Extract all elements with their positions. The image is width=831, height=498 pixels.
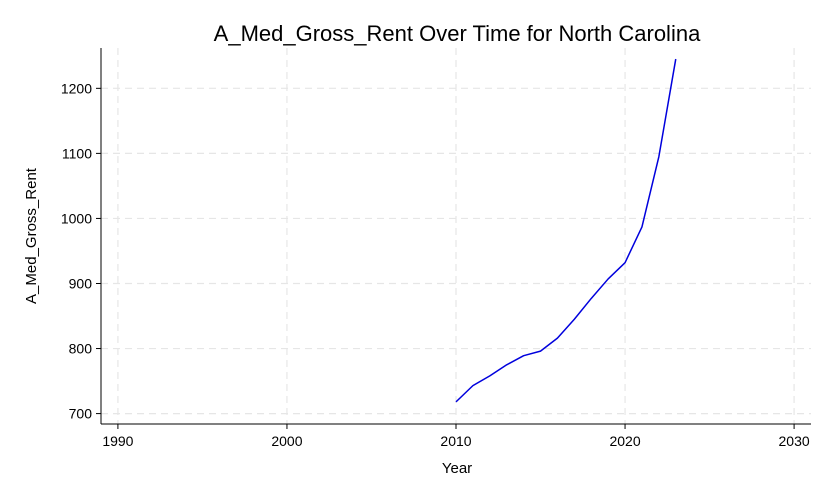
x-tick-label: 2000: [271, 433, 302, 449]
y-tick-label: 900: [69, 275, 93, 291]
series: [455, 58, 677, 403]
grid: [101, 48, 811, 424]
x-tick-label: 1990: [102, 433, 133, 449]
x-axis-label: Year: [442, 460, 472, 477]
y-tick-label: 1100: [62, 145, 92, 161]
y-tick-label: 700: [69, 406, 93, 422]
chart-title: A_Med_Gross_Rent Over Time for North Car…: [214, 21, 701, 46]
y-tick-label: 1000: [61, 210, 92, 226]
y-axis-label: A_Med_Gross_Rent: [23, 167, 40, 304]
x-tick-label: 2020: [609, 433, 640, 449]
ticks: 1990 2000 2010 2020 2030 700 800 900 1000 1100 120…: [61, 80, 810, 449]
series-line: [455, 58, 677, 403]
y-tick-label: 800: [69, 341, 93, 357]
y-tick-label: 1200: [61, 80, 92, 96]
x-tick-label: 2010: [440, 433, 471, 449]
x-tick-label: 2030: [779, 433, 810, 449]
